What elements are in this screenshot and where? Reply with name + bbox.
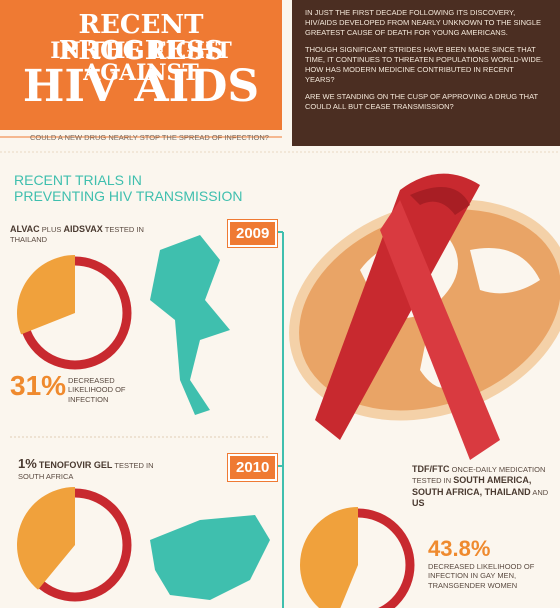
- trial-caption: TDF/FTC ONCE-DAILY MEDICATION TESTED IN …: [412, 464, 552, 509]
- trial-caption: ALVAC PLUS AIDSVAX TESTED IN THAILAND: [10, 224, 170, 245]
- text: AND: [532, 487, 549, 497]
- title: IN THE FIGHT AGAINST: [50, 38, 232, 86]
- intro-box: [292, 0, 560, 146]
- intro-paragraph: IN JUST THE FIRST DECADE FOLLOWING ITS D…: [305, 8, 542, 37]
- intro: IN JUST THE FIRST DECADE FOLLOWING ITS D…: [305, 8, 545, 112]
- result: DECREASED LIKELIHOOD OF INFECTION: [68, 376, 126, 404]
- text: TESTED IN THAILAND: [10, 225, 144, 245]
- ribbon: [315, 173, 480, 441]
- ribbon-loop: [410, 187, 470, 215]
- south-africa-map: [150, 515, 270, 600]
- intro-paragraph: THOUGH SIGNIFICANT STRIDES HAVE BEEN MAD…: [305, 45, 543, 84]
- drug: TENOFOVIR GEL: [38, 460, 113, 470]
- places: US: [412, 497, 425, 508]
- trial-caption: 1% TENOFOVIR GEL TESTED IN SOUTH AFRICA: [18, 456, 178, 482]
- pie-slice: [17, 255, 75, 335]
- text: ONCE-DAILY MEDICATION TESTED IN: [412, 465, 546, 486]
- drug: TDF/FTC: [412, 464, 450, 474]
- drug: ALVAC: [10, 224, 40, 234]
- title: RECENT PROGRESS: [58, 10, 224, 66]
- year-badge: 2009: [228, 220, 278, 247]
- section-title-line: PREVENTING HIV TRANSMISSION: [14, 188, 243, 205]
- text: PLUS: [41, 225, 62, 234]
- text: 1%: [18, 456, 37, 471]
- value-label: 31%: [10, 370, 67, 401]
- thailand-map: [150, 235, 230, 415]
- subtitle: COULD A NEW DRUG NEARLY STOP THE SPREAD …: [30, 133, 269, 142]
- section-title: RECENT TRIALS IN PREVENTING HIV TRANSMIS…: [14, 172, 242, 204]
- pie-slice: [300, 507, 358, 608]
- title: HIV AIDS: [22, 61, 260, 112]
- value-label: 43.8%: [428, 536, 491, 561]
- intro-paragraph: ARE WE STANDING ON THE CUSP OF APPROVING…: [305, 92, 538, 111]
- drug: AIDSVAX: [63, 224, 103, 234]
- header-box: [0, 0, 282, 130]
- section-title-line: RECENT TRIALS IN: [14, 172, 142, 188]
- text: TESTED IN SOUTH AFRICA: [18, 461, 154, 482]
- result: DECREASED LIKELIHOOD OF INFECTION IN GAY…: [428, 562, 535, 590]
- year-badge: 2010: [228, 454, 278, 481]
- ribbon: [380, 200, 500, 460]
- pie-slice: [17, 487, 76, 590]
- places: SOUTH AMERICA, SOUTH AFRICA, THAILAND: [412, 475, 532, 497]
